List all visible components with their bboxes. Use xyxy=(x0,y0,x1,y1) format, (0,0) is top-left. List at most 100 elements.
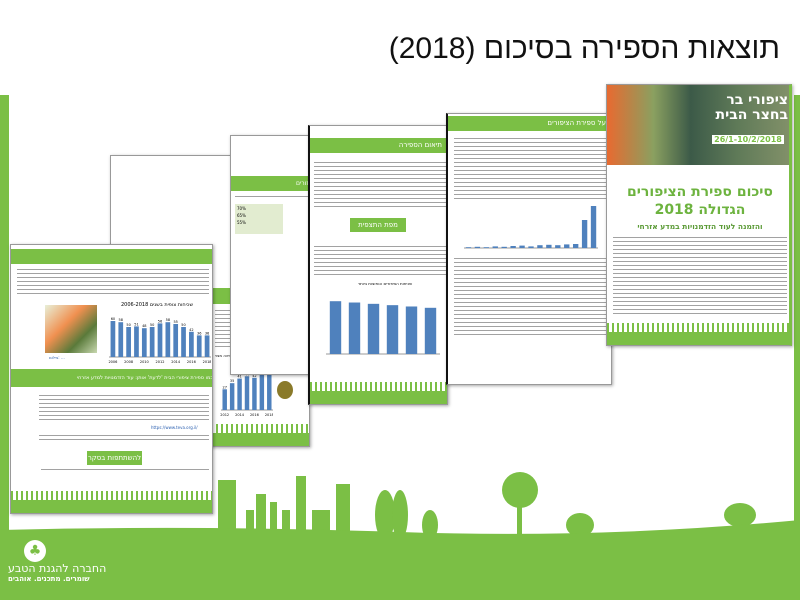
photo-caption: צילום: ... xyxy=(49,355,65,360)
table-cell: 65% xyxy=(237,213,246,218)
tick-label: 2014 xyxy=(235,413,245,417)
data-label: 56 xyxy=(158,319,162,323)
data-label: 42 xyxy=(252,374,256,378)
table-cell: 70% xyxy=(237,206,246,211)
bar xyxy=(204,335,210,357)
slide-title: תוצאות הספירה בסיכום (2018) xyxy=(388,32,780,65)
grass-footer-decoration xyxy=(607,323,789,345)
bar xyxy=(590,206,597,248)
regions-table: 70% 65% 55% xyxy=(235,204,283,234)
grass-footer-decoration xyxy=(11,491,212,513)
data-label: 55 xyxy=(173,320,177,324)
page2-paragraph xyxy=(454,138,610,202)
sunbird-photo xyxy=(45,305,97,353)
bar xyxy=(519,245,525,248)
myna-frequency-chart: 272012354120144442201647502018 xyxy=(220,368,273,417)
page6-header-top xyxy=(11,249,212,264)
participate-survey-button[interactable]: להשתתפות בסקר xyxy=(87,451,142,465)
bar xyxy=(537,245,543,248)
bar xyxy=(259,373,265,410)
bar xyxy=(528,246,534,248)
tick-label: 2016 xyxy=(250,413,259,417)
table-cell: 55% xyxy=(237,220,246,225)
data-label: 50 xyxy=(150,323,154,327)
data-label: 60 xyxy=(111,317,115,321)
bar xyxy=(222,389,227,410)
footer-green-band xyxy=(0,535,800,600)
chart-title: שכיחות הציפורים הנפוצות ביותר xyxy=(357,281,413,286)
page3-header: תיאום הספירה xyxy=(310,138,447,153)
bar xyxy=(483,247,490,248)
chart-title: שכיחות צופית בשנים 2006-2018 xyxy=(103,302,211,308)
grass-footer-decoration xyxy=(310,382,447,404)
tick-label: 2016 xyxy=(187,360,196,364)
document-front-page: ציפורי בר בחצר הבית 26/1-10/2/2018 סיכום… xyxy=(606,84,792,346)
front-subheading: והזמנה לעוד הזדמנויות במדע אזרחי xyxy=(637,222,763,231)
bar xyxy=(149,327,155,357)
tick-label: 2008 xyxy=(124,360,133,364)
page4-paragraph xyxy=(235,196,345,199)
data-label: 58 xyxy=(119,318,123,322)
banner-title-line2: בחצר הבית xyxy=(715,107,788,123)
data-label: 27 xyxy=(222,385,226,389)
tick-label: 2018 xyxy=(265,413,273,417)
bar xyxy=(118,322,124,357)
page6-paragraph-2 xyxy=(39,395,209,423)
banner-image xyxy=(607,85,789,165)
bar xyxy=(196,335,202,357)
page2-paragraph-2 xyxy=(454,258,610,338)
right-green-bar xyxy=(794,95,800,535)
tick-label: 2010 xyxy=(140,360,149,364)
banner-title-line1: ציפורי בר xyxy=(726,92,788,108)
bar xyxy=(367,303,380,354)
observation-map-button[interactable]: מפת התצפית xyxy=(350,218,406,232)
bar xyxy=(572,244,579,248)
bird-logo-icon xyxy=(277,381,293,399)
data-label: 36 xyxy=(197,331,201,335)
bar xyxy=(110,321,116,357)
bar xyxy=(474,246,481,248)
bar xyxy=(252,377,257,410)
bar xyxy=(126,327,131,357)
bar xyxy=(555,245,561,248)
bar xyxy=(546,244,552,248)
bar xyxy=(581,220,588,248)
bar xyxy=(181,327,186,357)
bar xyxy=(244,376,250,410)
tree-logo-icon: ♣ xyxy=(24,540,46,562)
banner-dates: 26/1-10/2/2018 xyxy=(712,135,784,144)
data-label: 35 xyxy=(230,379,234,383)
tick-label: 2014 xyxy=(171,360,181,364)
page6-footnote xyxy=(41,469,209,471)
data-label: 50 xyxy=(126,323,130,327)
data-label: 58 xyxy=(166,318,170,322)
bar xyxy=(267,371,272,410)
org-name: החברה להגנת הטבע xyxy=(8,562,107,575)
link[interactable]: https://www.teva.org.il/ xyxy=(151,425,198,430)
bar xyxy=(510,246,516,248)
bar xyxy=(564,244,570,248)
bar xyxy=(229,383,235,410)
common-birds-chart xyxy=(326,301,440,355)
org-logo: ♣ החברה להגנת הטבע שומרים. מתכנים. אוהבי… xyxy=(8,540,108,598)
bar xyxy=(465,247,472,248)
heading-line1: סיכום ספירת הציפורים xyxy=(627,184,773,200)
bar xyxy=(348,302,361,354)
document-page-6: צילום: ... שכיחות צופית בשנים 2006-2018 … xyxy=(10,244,213,514)
bar xyxy=(386,305,399,354)
front-paragraph xyxy=(613,237,787,317)
tick-label: 2012 xyxy=(220,413,229,417)
heading-line2: הגדולה 2018 xyxy=(654,202,746,218)
bar xyxy=(329,301,342,354)
bar xyxy=(173,324,179,357)
data-label: 42 xyxy=(189,328,193,332)
bar xyxy=(157,323,163,357)
participation-growth-chart xyxy=(464,206,598,249)
tick-label: 2012 xyxy=(156,360,165,364)
tick-label: 2018 xyxy=(203,360,211,364)
front-heading: סיכום ספירת הציפורים הגדולה 2018 xyxy=(611,183,789,219)
bar xyxy=(405,306,418,354)
data-label: 48 xyxy=(142,324,146,328)
banner-title: ציפורי בר בחצר הבית xyxy=(702,93,788,123)
